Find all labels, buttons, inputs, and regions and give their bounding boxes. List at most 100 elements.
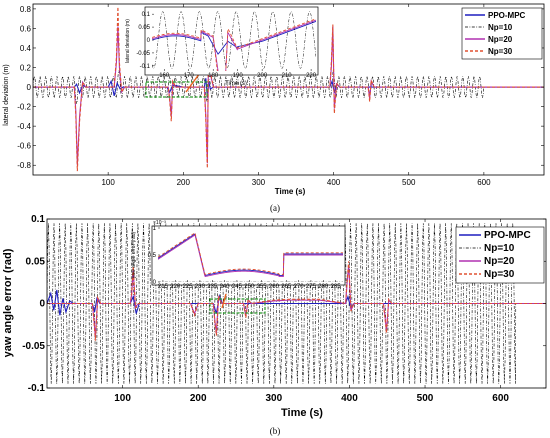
chart-a-inset: 160 170 180 190 200 210 220 -0.1-0.0500.050.1 …: [125, 6, 319, 87]
y-tick-label: 0.2: [20, 64, 32, 73]
legend-label: Np=10: [484, 243, 515, 254]
inset-x-tick-label: 270: [294, 284, 305, 290]
legend-label: Np=20: [488, 35, 513, 44]
series-line-np-20: [47, 264, 546, 338]
inset-x-tick-label: 220: [306, 73, 317, 79]
x-tick-label: 400: [341, 393, 358, 404]
legend-label: Np=30: [488, 47, 513, 56]
chart-a-zoom-box: [145, 81, 208, 98]
inset-x-tick-label: 245: [232, 284, 243, 290]
inset-x-tick-label: 265: [281, 284, 292, 290]
chart-b-zoom-arrow: [221, 293, 227, 309]
inset-series-np-30: [158, 232, 343, 275]
inset-series-np-20: [158, 234, 343, 278]
y-tick-label: -0.4: [17, 122, 31, 131]
inset-x-tick-label: 170: [184, 73, 195, 79]
inset-series-ppo-mpc: [158, 233, 343, 276]
chart-a-plot-frame: [32, 3, 545, 176]
chart-a-inset-y-label: lateral deviation (m): [125, 19, 131, 63]
y-tick-label: 0.8: [20, 5, 32, 14]
series-line-np-10: [33, 69, 544, 104]
inset-series-np-30: [152, 18, 316, 71]
inset-y-tick-label: 0.1: [142, 12, 151, 18]
inset-x-tick-label: 160: [159, 73, 170, 79]
inset-x-tick-label: 275: [306, 284, 317, 290]
y-tick-label: 0.6: [20, 24, 32, 33]
chart-b-legend: PPO-MPC Np=10 Np=20 Np=30: [455, 226, 545, 284]
inset-x-tick-label: 220: [170, 284, 181, 290]
x-tick-label: 500: [417, 393, 434, 404]
chart-b-y-ticks: -0.1 -0.05 0 0.05 0.1: [22, 214, 546, 394]
x-tick-label: 600: [492, 393, 509, 404]
x-tick-label: 600: [477, 178, 491, 187]
inset-x-tick-label: 235: [207, 284, 218, 290]
chart-b-inset-y-label: yaw angle error (rad): [131, 231, 137, 278]
y-tick-label: -0.6: [17, 142, 31, 151]
chart-a: 100 200 300 400 500 600 -0.8 -0.6 -0.4 -0.2 0 0.2 0…: [3, 3, 545, 213]
chart-a-series: [33, 6, 544, 172]
legend-label: Np=10: [488, 23, 513, 32]
inset-x-tick-label: 230: [195, 284, 206, 290]
legend-label: PPO-MPC: [488, 11, 526, 20]
y-tick-label: 0: [39, 299, 45, 310]
inset-x-tick-label: 180: [208, 73, 219, 79]
x-tick-label: 100: [101, 178, 115, 187]
y-tick-label: -0.8: [17, 161, 31, 170]
y-tick-label: 0: [27, 83, 32, 92]
caption-a: (a): [270, 203, 280, 213]
chart-b: 100 200 300 400 500 600 -0.1 -0.05 0 0.05 0.1 Tim…: [2, 214, 547, 436]
chart-a-legend: PPO-MPC Np=10 Np=20 Np=30: [461, 7, 543, 60]
chart-a-inset-x-ticks: 160 170 180 190 200 210 220: [159, 69, 317, 79]
chart-b-series: [47, 223, 546, 384]
inset-x-tick-label: 215: [158, 284, 169, 290]
inset-x-tick-label: 225: [183, 284, 194, 290]
y-tick-label: -0.05: [22, 341, 45, 352]
inset-y-tick-label: -0.05: [136, 51, 150, 57]
caption-b: (b): [270, 426, 281, 436]
y-tick-label: -0.2: [17, 103, 31, 112]
inset-series-np-20: [152, 19, 316, 71]
y-tick-label: 0.4: [20, 44, 32, 53]
chart-a-inset-y-ticks: -0.1 -0.05 0 0.05 0.1: [136, 12, 154, 70]
chart-b-inset-exponent: ×10⁻³: [153, 220, 166, 226]
inset-y-tick-label: 0.05: [138, 25, 150, 31]
x-tick-label: 200: [190, 393, 207, 404]
chart-a-x-axis-label: Time (s): [275, 187, 306, 196]
series-line-ppo-mpc: [47, 289, 546, 316]
inset-series-ppo-mpc: [152, 20, 316, 55]
chart-a-inset-x-label: Time (s): [225, 81, 247, 87]
series-line-np-30: [33, 6, 544, 172]
inset-y-tick-label: 0: [153, 280, 157, 286]
inset-x-tick-label: 190: [233, 73, 244, 79]
chart-b-x-ticks: 100 200 300 400 500 600: [114, 219, 509, 404]
chart-b-inset: 215 220 225 230 235 240 245 250 255 260 265 270 275 2…: [131, 220, 346, 290]
inset-x-tick-label: 210: [282, 73, 293, 79]
inset-x-tick-label: 200: [257, 73, 268, 79]
x-tick-label: 100: [114, 393, 131, 404]
x-tick-label: 400: [327, 178, 341, 187]
x-tick-label: 300: [265, 393, 282, 404]
inset-x-tick-label: 285: [331, 284, 342, 290]
chart-b-zoom-box: [209, 298, 266, 314]
inset-x-tick-label: 255: [257, 284, 268, 290]
legend-label: Np=30: [484, 269, 515, 280]
inset-x-tick-label: 250: [244, 284, 255, 290]
chart-b-inset-x-ticks: 215 220 225 230 235 240 245 250 255 260 265 270 275 2…: [158, 280, 341, 290]
chart-b-y-axis-label: yaw angle error (rad): [2, 248, 14, 357]
inset-series-np-10: [152, 11, 316, 69]
chart-b-inset-series: [158, 232, 343, 282]
y-tick-label: 0.1: [31, 214, 45, 225]
x-tick-label: 300: [252, 178, 266, 187]
y-tick-label: -0.1: [28, 383, 46, 394]
inset-y-tick-label: 1: [153, 226, 157, 232]
chart-b-inset-y-ticks: 00.51: [148, 226, 160, 286]
inset-x-tick-label: 280: [318, 284, 329, 290]
chart-b-x-axis-label: Time (s): [281, 407, 323, 419]
chart-a-inset-series: [152, 11, 316, 71]
inset-y-tick-label: -0.1: [140, 64, 151, 70]
inset-x-tick-label: 240: [220, 284, 231, 290]
chart-a-x-ticks: 100 200 300 400 500 600: [101, 4, 491, 187]
inset-y-tick-label: 0.5: [148, 253, 157, 259]
chart-a-y-axis-label: lateral deviation (m): [3, 64, 10, 125]
